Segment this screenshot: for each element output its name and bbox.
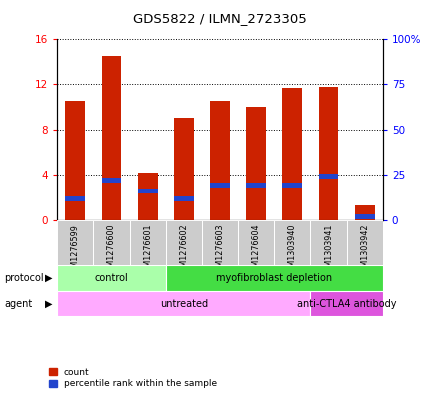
Bar	[93, 220, 129, 265]
Bar	[102, 178, 121, 183]
Bar	[129, 220, 166, 265]
Text: ▶: ▶	[45, 299, 53, 309]
Bar	[57, 291, 311, 316]
Bar	[355, 214, 375, 219]
Bar	[102, 56, 121, 220]
Text: control: control	[95, 273, 128, 283]
Bar	[274, 220, 311, 265]
Bar	[66, 196, 85, 201]
Bar	[210, 184, 230, 188]
Text: untreated: untreated	[160, 299, 208, 309]
Text: GSM1276599: GSM1276599	[71, 224, 80, 277]
Bar	[138, 189, 158, 193]
Bar	[319, 87, 338, 220]
Bar	[57, 265, 166, 291]
Bar	[311, 291, 383, 316]
Bar	[282, 88, 302, 220]
Bar	[174, 118, 194, 220]
Legend: count, percentile rank within the sample: count, percentile rank within the sample	[48, 368, 217, 389]
Text: GDS5822 / ILMN_2723305: GDS5822 / ILMN_2723305	[133, 12, 307, 25]
Bar	[166, 265, 383, 291]
Text: agent: agent	[4, 299, 33, 309]
Bar	[319, 174, 338, 179]
Text: ▶: ▶	[45, 273, 53, 283]
Bar	[57, 220, 93, 265]
Bar	[138, 173, 158, 220]
Text: GSM1303940: GSM1303940	[288, 224, 297, 277]
Bar	[246, 184, 266, 188]
Bar	[238, 220, 274, 265]
Text: GSM1276602: GSM1276602	[180, 224, 188, 277]
Bar	[246, 107, 266, 220]
Text: GSM1276600: GSM1276600	[107, 224, 116, 277]
Bar	[174, 196, 194, 201]
Bar	[66, 101, 85, 220]
Text: GSM1276603: GSM1276603	[216, 224, 224, 277]
Bar	[166, 220, 202, 265]
Bar	[311, 220, 347, 265]
Text: GSM1303941: GSM1303941	[324, 224, 333, 277]
Bar	[347, 220, 383, 265]
Bar	[210, 101, 230, 220]
Text: GSM1276601: GSM1276601	[143, 224, 152, 277]
Text: GSM1303942: GSM1303942	[360, 224, 369, 277]
Bar	[282, 184, 302, 188]
Bar	[202, 220, 238, 265]
Text: anti-CTLA4 antibody: anti-CTLA4 antibody	[297, 299, 396, 309]
Text: GSM1276604: GSM1276604	[252, 224, 260, 277]
Text: myofibroblast depletion: myofibroblast depletion	[216, 273, 332, 283]
Bar	[355, 206, 375, 220]
Text: protocol: protocol	[4, 273, 44, 283]
